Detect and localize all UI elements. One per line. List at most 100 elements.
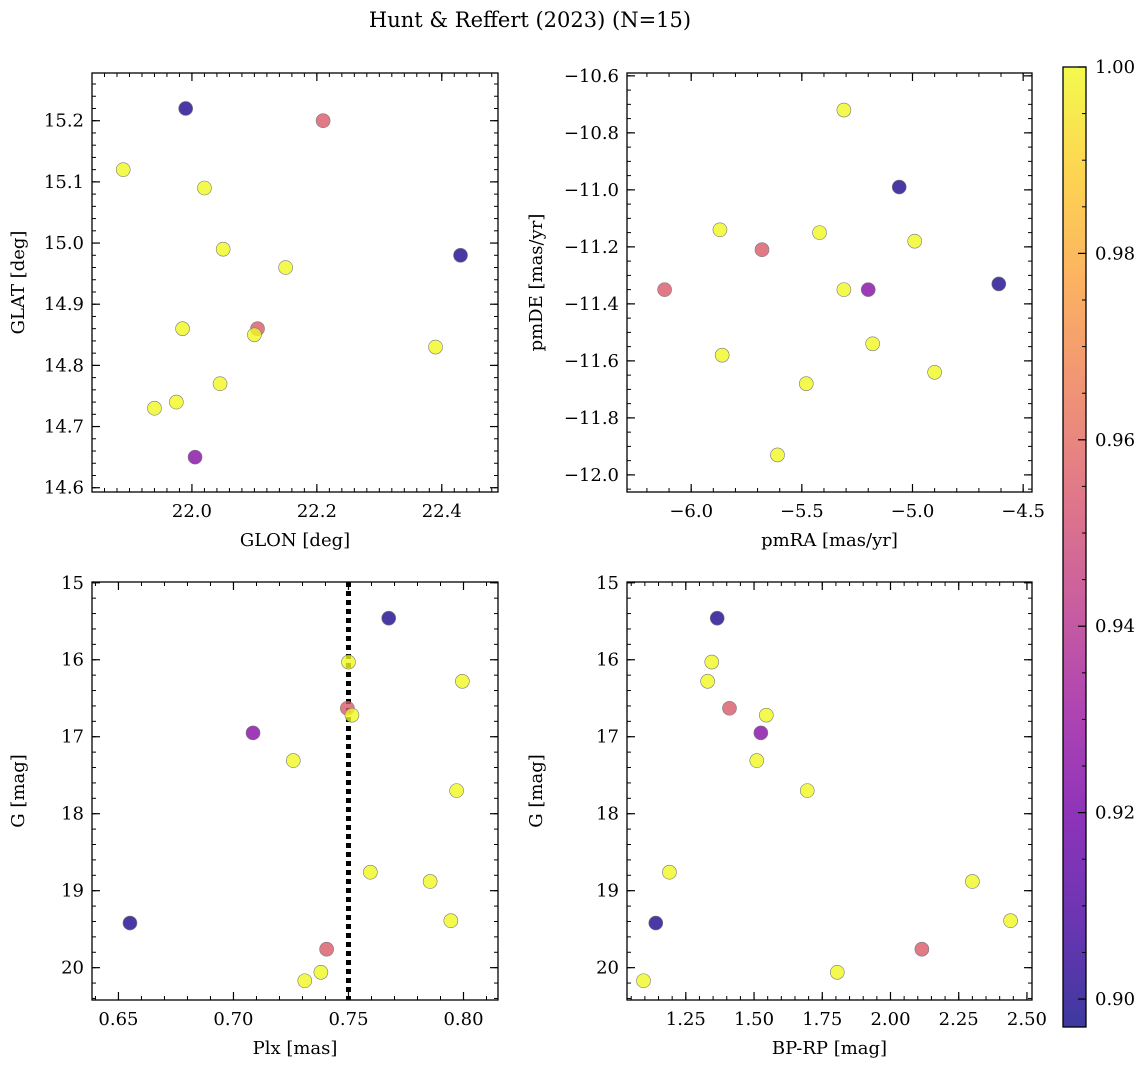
data-point <box>965 874 980 889</box>
data-point <box>709 610 725 626</box>
data-point <box>175 321 190 336</box>
data-point <box>754 242 770 258</box>
data-point <box>829 964 845 980</box>
data-point <box>991 276 1007 292</box>
data-point <box>169 394 184 410</box>
data-point <box>278 260 293 275</box>
axes-frame <box>91 581 499 1001</box>
data-point <box>313 964 329 980</box>
data-point <box>122 915 138 931</box>
figure-title: Hunt & Reffert (2023) (N=15) <box>369 8 691 32</box>
data-point <box>927 364 942 380</box>
y-axis-label: G [mag] <box>8 754 29 827</box>
colorbar-tick-label: 1.00 <box>1095 57 1135 78</box>
data-point <box>215 241 231 257</box>
x-tick-label: 0.75 <box>328 1009 368 1030</box>
y-tick-label: −11.2 <box>564 237 619 258</box>
axes-frame <box>626 581 1033 1001</box>
panel-glon-glat: 22.0 22.2 22.4 14.6 14.7 14.8 14.9 15.0 15.1 15.2… <box>8 72 499 551</box>
data-point <box>297 973 313 989</box>
y-tick-label: 17 <box>596 727 619 748</box>
data-point <box>860 282 876 297</box>
y-tick-label: 14.6 <box>44 478 84 499</box>
y-tick-label: 17 <box>61 727 84 748</box>
data-point <box>453 247 468 263</box>
x-axis-label: GLON [deg] <box>240 530 350 551</box>
data-point <box>812 225 827 240</box>
colorbar-tick-label: 0.90 <box>1095 989 1135 1010</box>
data-point <box>344 707 360 723</box>
x-tick-label: 2.25 <box>939 1009 979 1030</box>
data-point <box>700 674 715 689</box>
y-tick-label: 14.8 <box>44 355 84 376</box>
y-tick-label: 15.0 <box>44 233 84 254</box>
data-point <box>753 725 769 741</box>
colorbar-gradient <box>1063 67 1086 1027</box>
x-tick-label: −5.5 <box>780 501 824 522</box>
colorbar-tick-label: 0.92 <box>1095 803 1135 824</box>
x-tick-label: 0.65 <box>98 1009 138 1030</box>
data-point <box>443 913 459 929</box>
data-point <box>657 282 672 297</box>
data-point <box>178 101 193 116</box>
y-tick-label: −11.0 <box>564 180 619 201</box>
colorbar: 0.90 0.92 0.94 0.96 0.98 1.00 <box>1062 57 1135 1028</box>
x-tick-label: 1.25 <box>666 1009 706 1030</box>
x-tick-label: 0.70 <box>213 1009 253 1030</box>
x-axis-label: BP-RP [mag] <box>772 1038 887 1059</box>
y-tick-label: 15 <box>596 573 619 594</box>
data-point <box>381 610 397 626</box>
y-tick-label: 15.2 <box>44 111 84 132</box>
x-tick-label: 2.00 <box>870 1009 910 1030</box>
data-point <box>197 180 212 196</box>
y-tick-label: 20 <box>596 958 619 979</box>
y-tick-label: 15.1 <box>44 172 84 193</box>
y-tick-label: 14.9 <box>44 294 84 315</box>
x-tick-label: 22.0 <box>172 501 212 522</box>
data-point <box>722 700 737 716</box>
y-tick-label: 19 <box>596 881 619 902</box>
x-tick-label: −6.0 <box>669 501 713 522</box>
data-point <box>749 753 765 768</box>
data-point <box>212 376 228 392</box>
panel-bprp-g: 1.25 1.50 1.75 2.00 2.25 2.50 15 16 17 18 19 20 BP-R… <box>526 573 1047 1059</box>
data-point <box>315 113 331 129</box>
colorbar-tick-label: 0.96 <box>1095 430 1135 451</box>
data-point <box>636 973 651 989</box>
data-point <box>285 753 301 768</box>
data-point <box>245 725 261 741</box>
colorbar-tick-label: 0.98 <box>1095 243 1135 264</box>
x-tick-label: −5.0 <box>891 501 935 522</box>
y-tick-label: −10.8 <box>564 123 619 144</box>
data-point <box>714 347 730 363</box>
y-axis-label: GLAT [deg] <box>8 231 29 335</box>
y-tick-label: −11.6 <box>564 351 619 372</box>
data-point <box>836 282 852 297</box>
data-point <box>363 864 378 880</box>
data-point <box>798 376 814 391</box>
axes-frame <box>626 72 1033 493</box>
y-axis-label: pmDE [mas/yr] <box>526 214 547 352</box>
x-tick-label: 0.80 <box>443 1009 483 1030</box>
x-tick-label: 1.75 <box>802 1009 842 1030</box>
data-point <box>341 654 356 670</box>
y-tick-label: 18 <box>61 804 84 825</box>
data-point <box>455 674 470 689</box>
data-point <box>449 783 464 798</box>
y-tick-label: 16 <box>61 650 84 671</box>
y-tick-label: 19 <box>61 881 84 902</box>
y-tick-label: 20 <box>61 958 84 979</box>
data-point <box>770 447 785 463</box>
data-point <box>799 783 815 798</box>
x-axis-label: Plx [mas] <box>253 1038 338 1059</box>
axes-frame <box>91 72 499 493</box>
y-tick-label: 15 <box>61 573 84 594</box>
y-axis-label: G [mag] <box>526 754 547 827</box>
panel-pmra-pmde: −6.0 −5.5 −5.0 −4.5 −12.0 −11.8 −11.6 −11.4 −11.… <box>526 66 1045 551</box>
y-tick-label: 14.7 <box>44 417 84 438</box>
data-point <box>836 102 852 118</box>
data-point <box>147 400 162 416</box>
data-point <box>907 233 923 249</box>
y-tick-label: −10.6 <box>564 66 619 87</box>
